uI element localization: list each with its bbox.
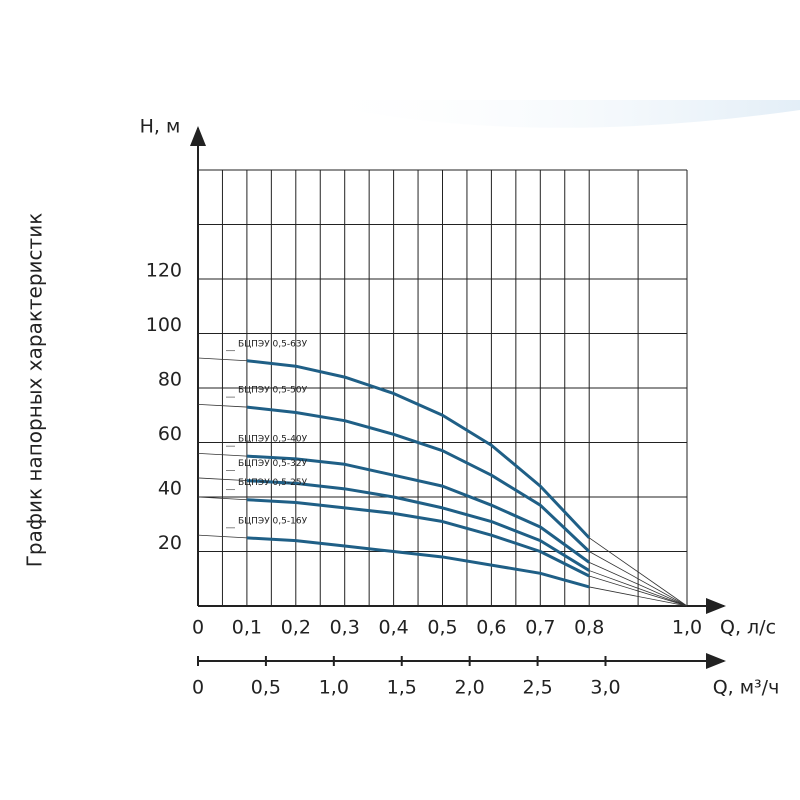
series-label: БЦПЭУ 0,5-63У	[238, 339, 308, 349]
x-tick-label: 0,1	[232, 617, 262, 639]
x-axis-label: Q, л/с	[720, 617, 776, 639]
side-title: График напорных характеристик	[23, 213, 47, 568]
y-tick-label: 60	[158, 423, 182, 445]
series-line	[246, 405, 591, 553]
x2-tick-label: 0	[192, 677, 204, 699]
x2-tick-label: 2,5	[522, 677, 552, 699]
background-wave	[300, 100, 800, 128]
series-line	[246, 359, 591, 539]
series-label: БЦПЭУ 0,5-50У	[238, 386, 308, 396]
x2-tick-label: 0,5	[251, 677, 281, 699]
series-line	[246, 536, 590, 589]
series-label: БЦПЭУ 0,5-40У	[238, 435, 308, 445]
x-tick-label: 0	[192, 617, 204, 639]
x2-tick-label: 1,0	[319, 677, 349, 699]
x-tick-label: 0,4	[378, 617, 408, 639]
x2-tick-label: 2,0	[455, 677, 485, 699]
y-tick-label: 120	[146, 260, 182, 282]
y-tick-label: 40	[158, 478, 182, 500]
series-line	[246, 498, 590, 578]
y-tick-label: 80	[158, 369, 182, 391]
y-tick-label: 20	[158, 532, 182, 554]
x-tick-label: 0,2	[281, 617, 311, 639]
y-axis-label: Н, м	[140, 116, 181, 138]
series-label: БЦПЭУ 0,5-25У	[238, 478, 308, 488]
y-tick-label: 100	[146, 314, 182, 336]
x-tick-label: 0,5	[427, 617, 457, 639]
x-tick-label: 0,8	[574, 617, 604, 639]
x2-tick-label: 3,0	[590, 677, 620, 699]
series-line	[246, 454, 591, 564]
x-tick-label: 0,3	[330, 617, 360, 639]
x-tick-label: 1,0	[672, 617, 702, 639]
x2-axis-label: Q, м³/ч	[713, 677, 780, 699]
x-tick-label: 0,7	[525, 617, 555, 639]
x-tick-label: 0,6	[476, 617, 506, 639]
series-label: БЦПЭУ 0,5-16У	[238, 516, 308, 526]
series-line	[246, 479, 590, 572]
series-label: БЦПЭУ 0,5-32У	[238, 459, 308, 469]
x2-tick-label: 1,5	[387, 677, 417, 699]
